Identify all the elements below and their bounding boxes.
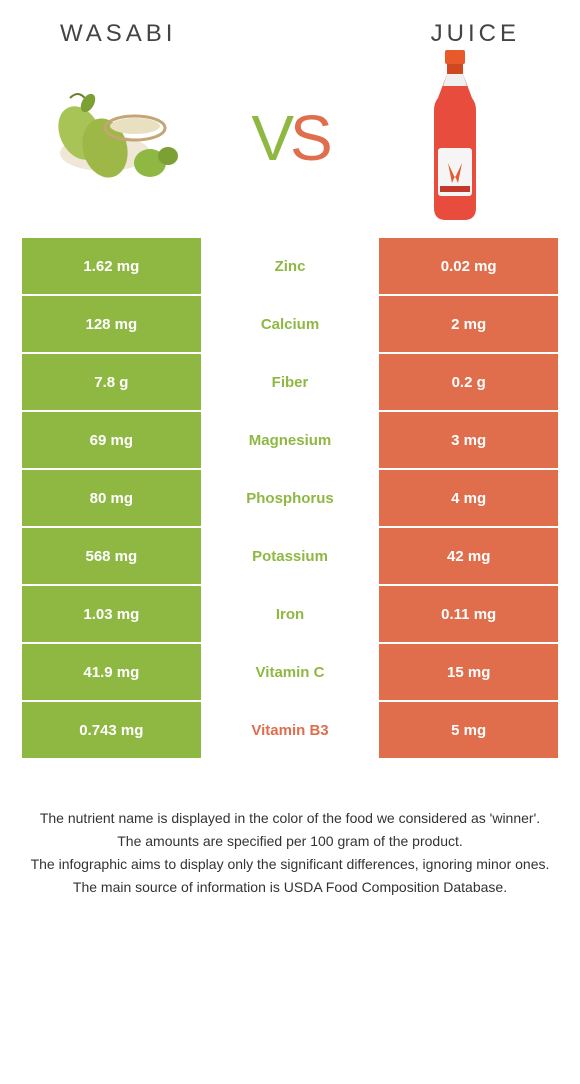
value-right: 2 mg <box>379 296 558 352</box>
value-left: 1.62 mg <box>22 238 201 294</box>
value-right: 0.11 mg <box>379 586 558 642</box>
value-right: 42 mg <box>379 528 558 584</box>
table-row: 80 mgPhosphorus4 mg <box>22 470 558 526</box>
footer-line: The nutrient name is displayed in the co… <box>30 808 550 829</box>
nutrient-name: Vitamin B3 <box>201 702 380 758</box>
title-left: Wasabi <box>60 20 176 48</box>
nutrient-name: Iron <box>201 586 380 642</box>
value-left: 1.03 mg <box>22 586 201 642</box>
value-left: 568 mg <box>22 528 201 584</box>
value-right: 3 mg <box>379 412 558 468</box>
table-row: 128 mgCalcium2 mg <box>22 296 558 352</box>
title-right: Juice <box>431 20 520 48</box>
nutrient-name: Phosphorus <box>201 470 380 526</box>
value-left: 7.8 g <box>22 354 201 410</box>
value-left: 128 mg <box>22 296 201 352</box>
vs-v: V <box>251 102 290 174</box>
value-right: 0.02 mg <box>379 238 558 294</box>
nutrient-name: Potassium <box>201 528 380 584</box>
value-right: 15 mg <box>379 644 558 700</box>
value-left: 69 mg <box>22 412 201 468</box>
table-row: 0.743 mgVitamin B35 mg <box>22 702 558 758</box>
footer-notes: The nutrient name is displayed in the co… <box>20 808 560 898</box>
value-right: 0.2 g <box>379 354 558 410</box>
nutrient-name: Fiber <box>201 354 380 410</box>
wasabi-image <box>50 68 200 208</box>
vs-s: S <box>290 102 329 174</box>
table-row: 41.9 mgVitamin C15 mg <box>22 644 558 700</box>
nutrient-name: Calcium <box>201 296 380 352</box>
footer-line: The amounts are specified per 100 gram o… <box>30 831 550 852</box>
vs-label: VS <box>251 101 328 175</box>
value-left: 41.9 mg <box>22 644 201 700</box>
table-row: 568 mgPotassium42 mg <box>22 528 558 584</box>
value-right: 4 mg <box>379 470 558 526</box>
value-right: 5 mg <box>379 702 558 758</box>
footer-line: The infographic aims to display only the… <box>30 854 550 875</box>
table-row: 1.62 mgZinc0.02 mg <box>22 238 558 294</box>
nutrient-name: Zinc <box>201 238 380 294</box>
value-left: 0.743 mg <box>22 702 201 758</box>
table-row: 7.8 gFiber0.2 g <box>22 354 558 410</box>
nutrient-name: Vitamin C <box>201 644 380 700</box>
header: Wasabi Juice <box>20 20 560 48</box>
images-row: VS <box>20 68 560 208</box>
table-row: 69 mgMagnesium3 mg <box>22 412 558 468</box>
juice-image <box>380 68 530 208</box>
nutrition-table: 1.62 mgZinc0.02 mg128 mgCalcium2 mg7.8 g… <box>22 238 558 758</box>
value-left: 80 mg <box>22 470 201 526</box>
table-row: 1.03 mgIron0.11 mg <box>22 586 558 642</box>
nutrient-name: Magnesium <box>201 412 380 468</box>
footer-line: The main source of information is USDA F… <box>30 877 550 898</box>
